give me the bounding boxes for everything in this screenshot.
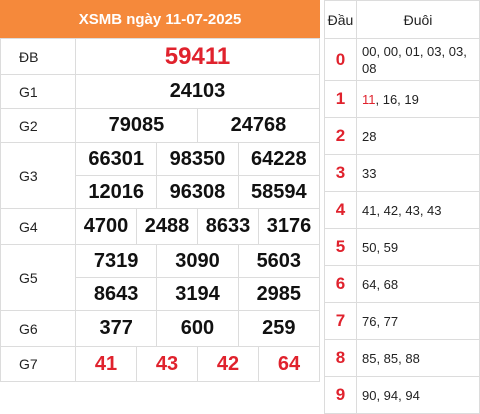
loto-row: 2 28 [324,117,480,155]
loto-row: 1 11, 16, 19 [324,80,480,118]
prize-value: 600 [156,310,239,347]
prize-value: 8643 [74,277,158,311]
prize-label: G3 [0,142,76,209]
prize-label: G6 [0,310,76,347]
loto-tails: 76, 77 [356,302,480,340]
prize-value: 79085 [75,108,198,143]
loto-tails: 28 [356,117,480,155]
prize-value: 64228 [237,142,321,176]
loto-tail-rest: , 16, 19 [375,91,419,107]
prize-value: 64 [257,346,321,382]
prize-value: 377 [74,310,158,347]
prize-value: 12016 [74,175,158,209]
head-column-header: Đầu [324,0,357,39]
prize-row-g4: G4 4700 2488 8633 3176 [0,208,321,245]
loto-head: 6 [324,265,357,303]
prize-value: 58594 [237,175,321,209]
loto-tail-highlight: 11 [362,91,376,107]
prize-value: 259 [237,310,321,347]
loto-head: 0 [324,38,357,81]
loto-head: 1 [324,80,357,118]
loto-head: 4 [324,191,357,229]
loto-panel: Đầu Đuôi 0 00, 00, 01, 03, 03, 08 1 11, … [324,0,480,414]
prize-value: 43 [135,346,198,382]
loto-head: 8 [324,339,357,377]
prize-value: 3194 [156,277,239,311]
prize-label: G7 [0,346,76,382]
results-title: XSMB ngày 11-07-2025 [0,0,320,38]
prize-value: 5603 [237,244,321,278]
prize-value: 7319 [74,244,158,278]
prize-row-g7: G7 41 43 42 64 [0,346,321,382]
loto-tails: 85, 85, 88 [356,339,480,377]
prize-value: 24103 [75,74,320,109]
prize-value: 66301 [74,142,158,176]
prize-row-g3: G3 66301 98350 64228 [0,142,321,209]
prize-label: G5 [0,244,76,311]
loto-tails: 90, 94, 94 [356,376,480,414]
loto-row: 4 41, 42, 43, 43 [324,191,480,229]
results-table: ĐB 59411 G1 24103 G2 79085 24768 G3 6630… [0,38,321,382]
loto-head: 5 [324,228,357,266]
tail-column-header: Đuôi [356,0,480,39]
prize-value: 4700 [75,208,137,245]
loto-head: 2 [324,117,357,155]
prize-value: 98350 [156,142,239,176]
prize-value: 41 [75,346,137,382]
results-panel: XSMB ngày 11-07-2025 ĐB 59411 G1 24103 G… [0,0,321,382]
prize-label: G4 [0,208,76,245]
loto-tails: 41, 42, 43, 43 [356,191,480,229]
loto-row: 5 50, 59 [324,228,480,266]
prize-value: 42 [196,346,259,382]
prize-row-g6: G6 377 600 259 [0,310,321,347]
prize-value: 24768 [196,108,321,143]
prize-row-g5-2: 8643 3194 2985 [1,277,321,311]
loto-tails: 33 [356,154,480,192]
loto-head: 9 [324,376,357,414]
prize-row-g3-2: 12016 96308 58594 [1,175,321,209]
loto-row: 0 00, 00, 01, 03, 03, 08 [324,38,480,81]
loto-header-row: Đầu Đuôi [324,0,480,39]
prize-label: G1 [0,74,76,109]
prize-value: 96308 [156,175,239,209]
loto-tails: 50, 59 [356,228,480,266]
prize-label: G2 [0,108,76,143]
prize-value: 2488 [135,208,198,245]
prize-value: 2985 [237,277,321,311]
loto-row: 6 64, 68 [324,265,480,303]
loto-row: 9 90, 94, 94 [324,376,480,414]
loto-head: 3 [324,154,357,192]
loto-row: 8 85, 85, 88 [324,339,480,377]
special-prize-value: 59411 [75,38,320,75]
prize-row-g1: G1 24103 [0,74,320,109]
loto-tails: 64, 68 [356,265,480,303]
prize-row-db: ĐB 59411 [0,38,320,75]
loto-row: 3 33 [324,154,480,192]
loto-head: 7 [324,302,357,340]
loto-row: 7 76, 77 [324,302,480,340]
loto-tails: 00, 00, 01, 03, 03, 08 [356,38,480,81]
prize-value: 8633 [196,208,259,245]
prize-row-g5: G5 7319 3090 5603 [0,244,321,311]
prize-label: ĐB [0,38,76,75]
loto-table: Đầu Đuôi 0 00, 00, 01, 03, 03, 08 1 11, … [324,0,480,414]
prize-row-g2: G2 79085 24768 [0,108,321,143]
prize-value: 3176 [257,208,321,245]
prize-value: 3090 [156,244,239,278]
loto-tails: 11, 16, 19 [356,80,480,118]
